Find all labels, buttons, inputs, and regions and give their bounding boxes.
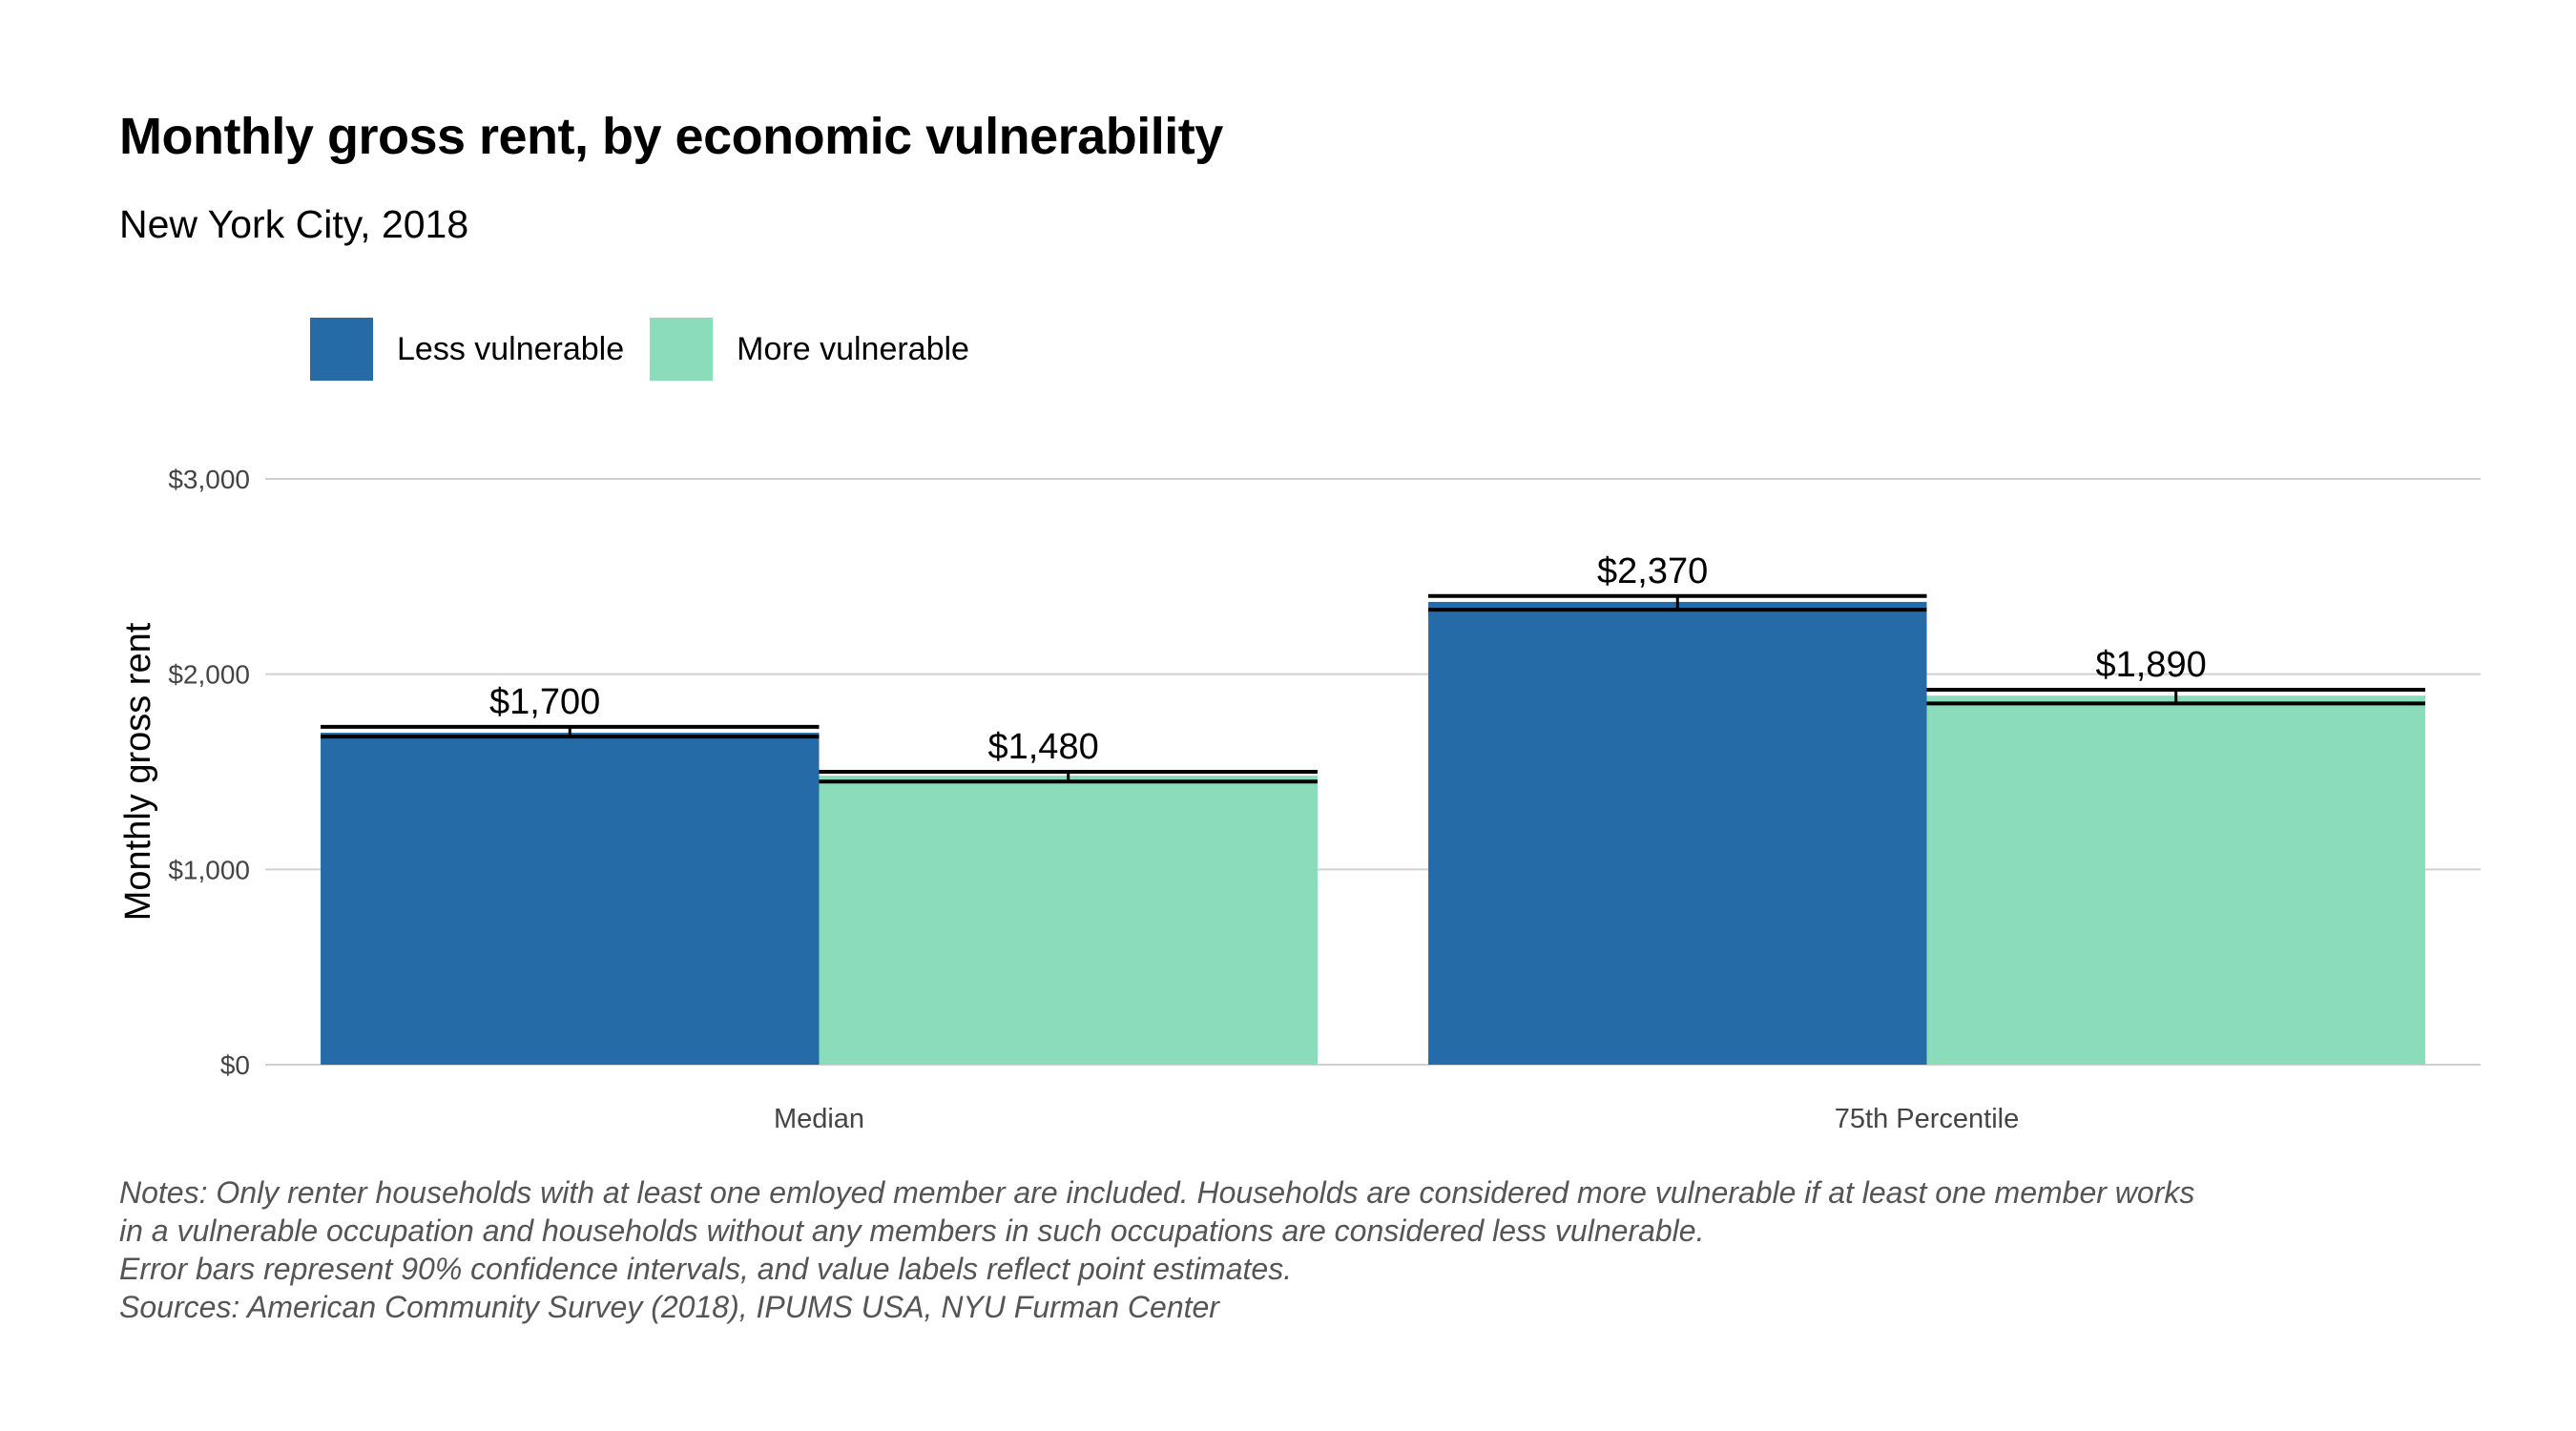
y-tick-label-3: $3,000 bbox=[168, 465, 250, 494]
bar-more-vulnerable-0 bbox=[819, 776, 1318, 1065]
y-tick-label-0: $0 bbox=[220, 1050, 250, 1080]
value-label-1-1: $1,890 bbox=[2095, 645, 2206, 685]
value-label-1-0: $1,480 bbox=[987, 727, 1098, 767]
x-category-label-1: 75th Percentile bbox=[1835, 1104, 2019, 1134]
x-category-label-0: Median bbox=[774, 1104, 864, 1134]
legend-swatch-less-vulnerable bbox=[310, 318, 373, 381]
chart-title: Monthly gross rent, by economic vulnerab… bbox=[119, 108, 1223, 165]
legend-item-more-vulnerable: More vulnerable bbox=[650, 318, 969, 381]
y-tick-label-1: $1,000 bbox=[168, 855, 250, 884]
y-tick-label-2: $2,000 bbox=[168, 660, 250, 690]
legend-label-less-vulnerable: Less vulnerable bbox=[397, 330, 625, 367]
value-label-0-1: $2,370 bbox=[1597, 551, 1708, 591]
note-line-2: in a vulnerable occupation and household… bbox=[119, 1213, 1705, 1248]
note-line-4: Sources: American Community Survey (2018… bbox=[119, 1290, 1219, 1324]
bar-less-vulnerable-1 bbox=[1428, 601, 1927, 1065]
y-axis-label: Monthly gross rent bbox=[118, 622, 158, 921]
note-line-1: Notes: Only renter households with at le… bbox=[119, 1175, 2195, 1210]
legend: Less vulnerable More vulnerable bbox=[310, 318, 995, 381]
legend-label-more-vulnerable: More vulnerable bbox=[737, 330, 969, 367]
legend-item-less-vulnerable: Less vulnerable bbox=[310, 318, 624, 381]
chart-notes: Notes: Only renter households with at le… bbox=[119, 1173, 2194, 1326]
bar-less-vulnerable-0 bbox=[321, 733, 820, 1065]
note-line-3: Error bars represent 90% confidence inte… bbox=[119, 1252, 1293, 1286]
value-label-0-0: $1,700 bbox=[489, 682, 600, 722]
chart-subtitle: New York City, 2018 bbox=[119, 202, 469, 246]
bar-more-vulnerable-1 bbox=[1926, 695, 2425, 1065]
legend-swatch-more-vulnerable bbox=[650, 318, 714, 381]
